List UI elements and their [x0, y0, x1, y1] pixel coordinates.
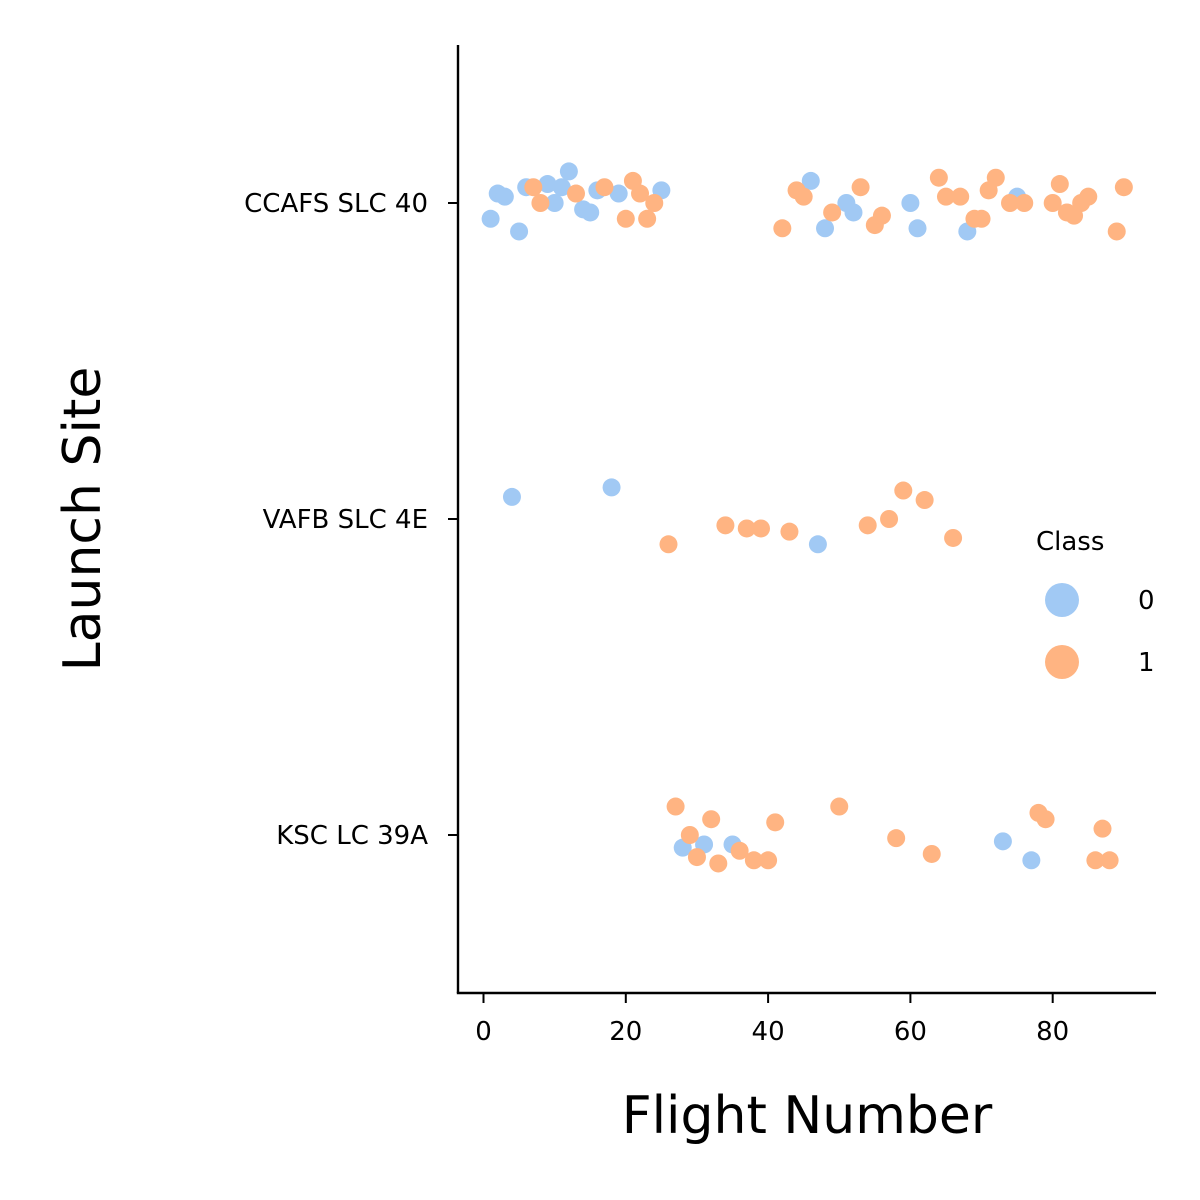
data-point	[1043, 194, 1062, 212]
data-point	[1036, 810, 1055, 829]
data-point	[908, 219, 927, 238]
x-tick-label: 0	[475, 1017, 492, 1047]
data-point	[566, 184, 585, 203]
data-point	[524, 178, 543, 197]
data-point	[986, 168, 1005, 187]
y-ticks: CCAFS SLC 40 VAFB SLC 4E KSC LC 39A	[244, 189, 458, 851]
data-point	[1001, 194, 1020, 212]
data-point	[794, 187, 813, 206]
data-point	[559, 162, 578, 181]
data-point	[531, 194, 550, 212]
data-point	[944, 528, 963, 547]
x-tick-label: 40	[752, 1017, 785, 1047]
y-axis-title: Launch Site	[53, 367, 113, 672]
data-point	[1100, 851, 1119, 870]
data-point	[702, 810, 721, 829]
legend-label: 1	[1138, 648, 1155, 678]
data-point	[808, 535, 827, 554]
data-point	[495, 187, 514, 206]
data-point	[744, 851, 763, 870]
data-point	[816, 219, 835, 238]
data-point	[915, 491, 934, 510]
data-point	[751, 519, 770, 538]
data-point	[538, 175, 557, 194]
data-point	[1114, 178, 1133, 197]
data-point	[737, 519, 756, 538]
data-point	[1079, 187, 1098, 206]
data-point	[645, 194, 664, 212]
legend-label: 0	[1138, 586, 1155, 616]
data-point	[922, 844, 941, 863]
data-point	[1107, 222, 1126, 241]
data-point	[680, 826, 699, 844]
data-point	[1015, 194, 1034, 212]
data-point	[759, 851, 778, 870]
data-point	[687, 848, 706, 867]
data-point	[502, 487, 521, 506]
data-point	[602, 478, 621, 497]
data-point	[766, 813, 785, 832]
data-point	[716, 516, 735, 535]
x-ticks: 0 20 40 60 80	[475, 993, 1069, 1047]
data-point	[901, 194, 920, 212]
data-point	[951, 187, 970, 206]
data-point	[872, 206, 891, 225]
legend-marker	[1045, 645, 1079, 679]
data-point	[616, 209, 635, 228]
y-tick-label: VAFB SLC 4E	[263, 505, 428, 535]
data-point	[773, 219, 792, 238]
data-point	[481, 209, 500, 228]
data-point	[936, 187, 955, 206]
data-point	[929, 168, 948, 187]
data-point	[1086, 851, 1105, 870]
data-point	[887, 829, 906, 848]
points-layer	[481, 162, 1133, 873]
y-tick-label: KSC LC 39A	[276, 821, 428, 851]
data-point	[780, 522, 799, 541]
data-point	[631, 184, 650, 203]
data-point	[801, 171, 820, 190]
data-point	[552, 178, 571, 197]
legend-title: Class	[1036, 527, 1104, 557]
x-tick-label: 20	[609, 1017, 642, 1047]
data-point	[1022, 851, 1041, 870]
x-tick-label: 80	[1036, 1017, 1069, 1047]
data-point	[666, 797, 685, 816]
legend-marker	[1045, 583, 1079, 617]
data-point	[730, 841, 749, 860]
data-point	[545, 194, 564, 212]
data-point	[993, 832, 1012, 851]
data-point	[709, 854, 728, 873]
data-point	[858, 516, 877, 535]
data-point	[1093, 819, 1112, 838]
data-point	[510, 222, 529, 241]
legend-entries: 01	[1045, 583, 1155, 679]
data-point	[659, 535, 678, 554]
data-point	[823, 203, 842, 222]
y-tick-label: CCAFS SLC 40	[244, 189, 428, 219]
legend: Class 01	[1036, 527, 1155, 679]
data-point	[972, 209, 991, 228]
data-point	[851, 178, 870, 197]
data-point	[581, 203, 600, 222]
x-axis-title: Flight Number	[622, 1086, 993, 1146]
data-point	[638, 209, 657, 228]
data-point	[609, 184, 628, 203]
data-point	[830, 797, 849, 816]
x-tick-label: 60	[894, 1017, 927, 1047]
data-point	[595, 178, 614, 197]
data-point	[844, 203, 863, 222]
data-point	[894, 481, 913, 500]
axes: 0 20 40 60 80 CCAFS SLC 40 VAFB SLC 4E KSC LC …	[244, 45, 1156, 1047]
data-point	[1050, 175, 1069, 194]
data-point	[880, 510, 899, 528]
